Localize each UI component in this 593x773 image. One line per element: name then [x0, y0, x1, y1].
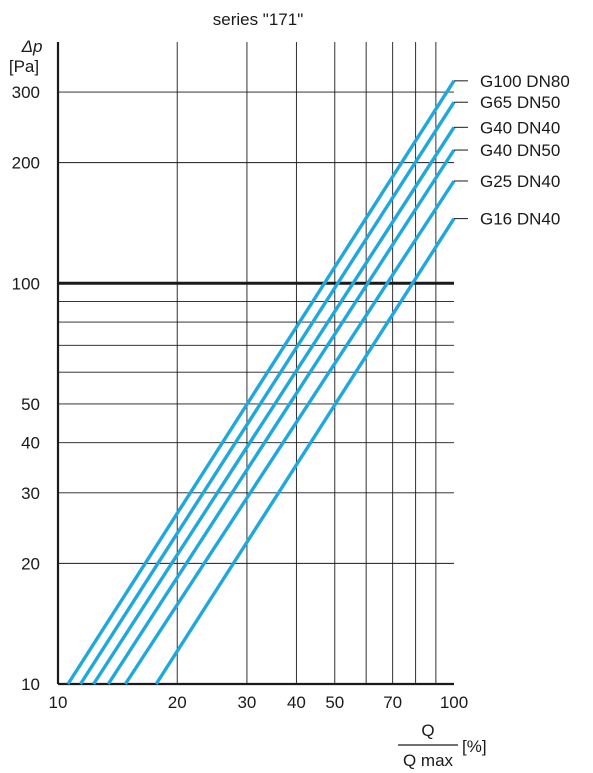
x-axis-label-denominator: Q max — [403, 751, 454, 770]
y-tick-label: 200 — [12, 154, 40, 173]
x-tick-label: 10 — [49, 693, 68, 712]
tick-labels: 10 20 30 40 50 70 100 10 20 30 40 50 100 200 300 — [12, 83, 469, 712]
y-tick-label: 10 — [21, 675, 40, 694]
x-tick-label: 50 — [325, 693, 344, 712]
x-tick-label: 40 — [287, 693, 306, 712]
series-line — [79, 101, 456, 685]
x-tick-label: 20 — [168, 693, 187, 712]
y-axis-unit: [Pa] — [9, 57, 39, 76]
series-lines — [66, 79, 456, 685]
x-axis-label-numerator: Q — [421, 721, 434, 740]
x-tick-label: 100 — [440, 693, 468, 712]
legend-label: G16 DN40 — [480, 210, 560, 229]
x-axis-label-unit: [%] — [462, 737, 487, 756]
x-tick-label: 30 — [237, 693, 256, 712]
y-tick-label: 30 — [21, 484, 40, 503]
y-axis-symbol: Δp — [21, 37, 43, 56]
legend-label: G40 DN50 — [480, 141, 560, 160]
legend: G100 DN80 G65 DN50 G40 DN40 G40 DN50 G25 DN4… — [454, 72, 570, 229]
series-line — [66, 79, 456, 685]
legend-label: G65 DN50 — [480, 93, 560, 112]
y-tick-label: 50 — [21, 395, 40, 414]
y-tick-label: 100 — [12, 274, 40, 293]
series-line — [92, 126, 456, 685]
x-axis-label: Q Q max [%] — [398, 721, 487, 770]
chart-title: series "171" — [213, 10, 304, 29]
legend-label: G40 DN40 — [480, 118, 560, 137]
grid — [56, 42, 454, 686]
y-tick-label: 40 — [21, 434, 40, 453]
y-tick-label: 20 — [21, 554, 40, 573]
series-line — [154, 217, 456, 685]
legend-label: G25 DN40 — [480, 172, 560, 191]
x-tick-label: 70 — [383, 693, 402, 712]
y-tick-label: 300 — [12, 83, 40, 102]
series-line — [123, 180, 456, 685]
series-line — [106, 149, 456, 685]
legend-label: G100 DN80 — [480, 72, 570, 91]
